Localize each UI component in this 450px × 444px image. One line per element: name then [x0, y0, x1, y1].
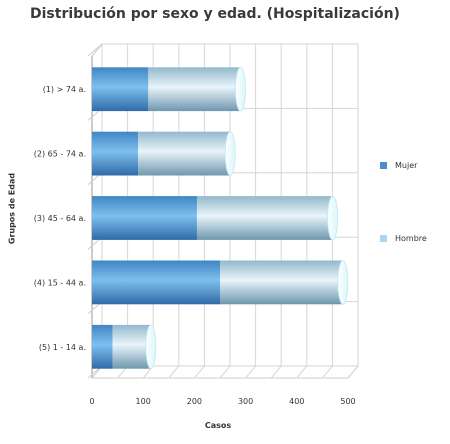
x-tick-label: 400 [289, 397, 304, 406]
bar-end-cap [224, 131, 236, 176]
floor-gridline [194, 365, 205, 379]
bar-hombre [138, 131, 231, 176]
floor-gridline [322, 365, 333, 379]
y-tick-label: (1) > 74 a. [43, 85, 86, 94]
x-tick-label: 0 [89, 397, 94, 406]
legend-swatch-hombre [380, 235, 387, 242]
floor-gridline [245, 365, 256, 379]
bar-hombre [112, 324, 151, 369]
bar-end-cap [145, 324, 157, 370]
floor-gridline [347, 365, 359, 379]
y-tick-label: (2) 65 - 74 a. [34, 150, 86, 159]
y-tick-label: (5) 1 - 14 a. [39, 343, 86, 352]
floor-gridline [168, 365, 180, 379]
x-axis-label: Casos [204, 421, 232, 430]
y-axis-label: Grupos de Edad [7, 172, 17, 245]
bar-end-cap [327, 195, 339, 241]
y-tick-label: (3) 45 - 64 a. [34, 214, 86, 223]
category-separator [87, 43, 103, 57]
bar-mujer [92, 260, 220, 305]
chart-title: Distribución por sexo y edad. (Hospitali… [30, 6, 400, 22]
floor-gridline [270, 365, 282, 379]
bar-hombre [148, 67, 241, 112]
bar-mujer [92, 196, 197, 240]
legend-item-hombre[interactable]: Hombre [380, 234, 427, 243]
bar-end-cap [337, 260, 349, 305]
x-tick-label: 500 [340, 397, 355, 406]
bar-hombre [220, 260, 343, 305]
legend-label-mujer: Mujer [395, 161, 418, 170]
floor-gridline [219, 365, 231, 379]
bar-mujer [92, 67, 149, 112]
bar-mujer [92, 324, 113, 369]
floor-gridline [296, 365, 308, 379]
bar-hombre [196, 196, 333, 240]
y-tick-label: (4) 15 - 44 a. [34, 278, 86, 287]
x-tick-label: 200 [187, 397, 202, 406]
legend-item-mujer[interactable]: Mujer [380, 161, 417, 170]
x-tick-label: 100 [136, 397, 151, 406]
x-tick-label: 300 [238, 397, 253, 406]
legend-swatch-mujer [380, 162, 387, 169]
legend-label-hombre: Hombre [395, 234, 427, 243]
bar-mujer [92, 131, 139, 176]
bar-end-cap [235, 66, 246, 112]
